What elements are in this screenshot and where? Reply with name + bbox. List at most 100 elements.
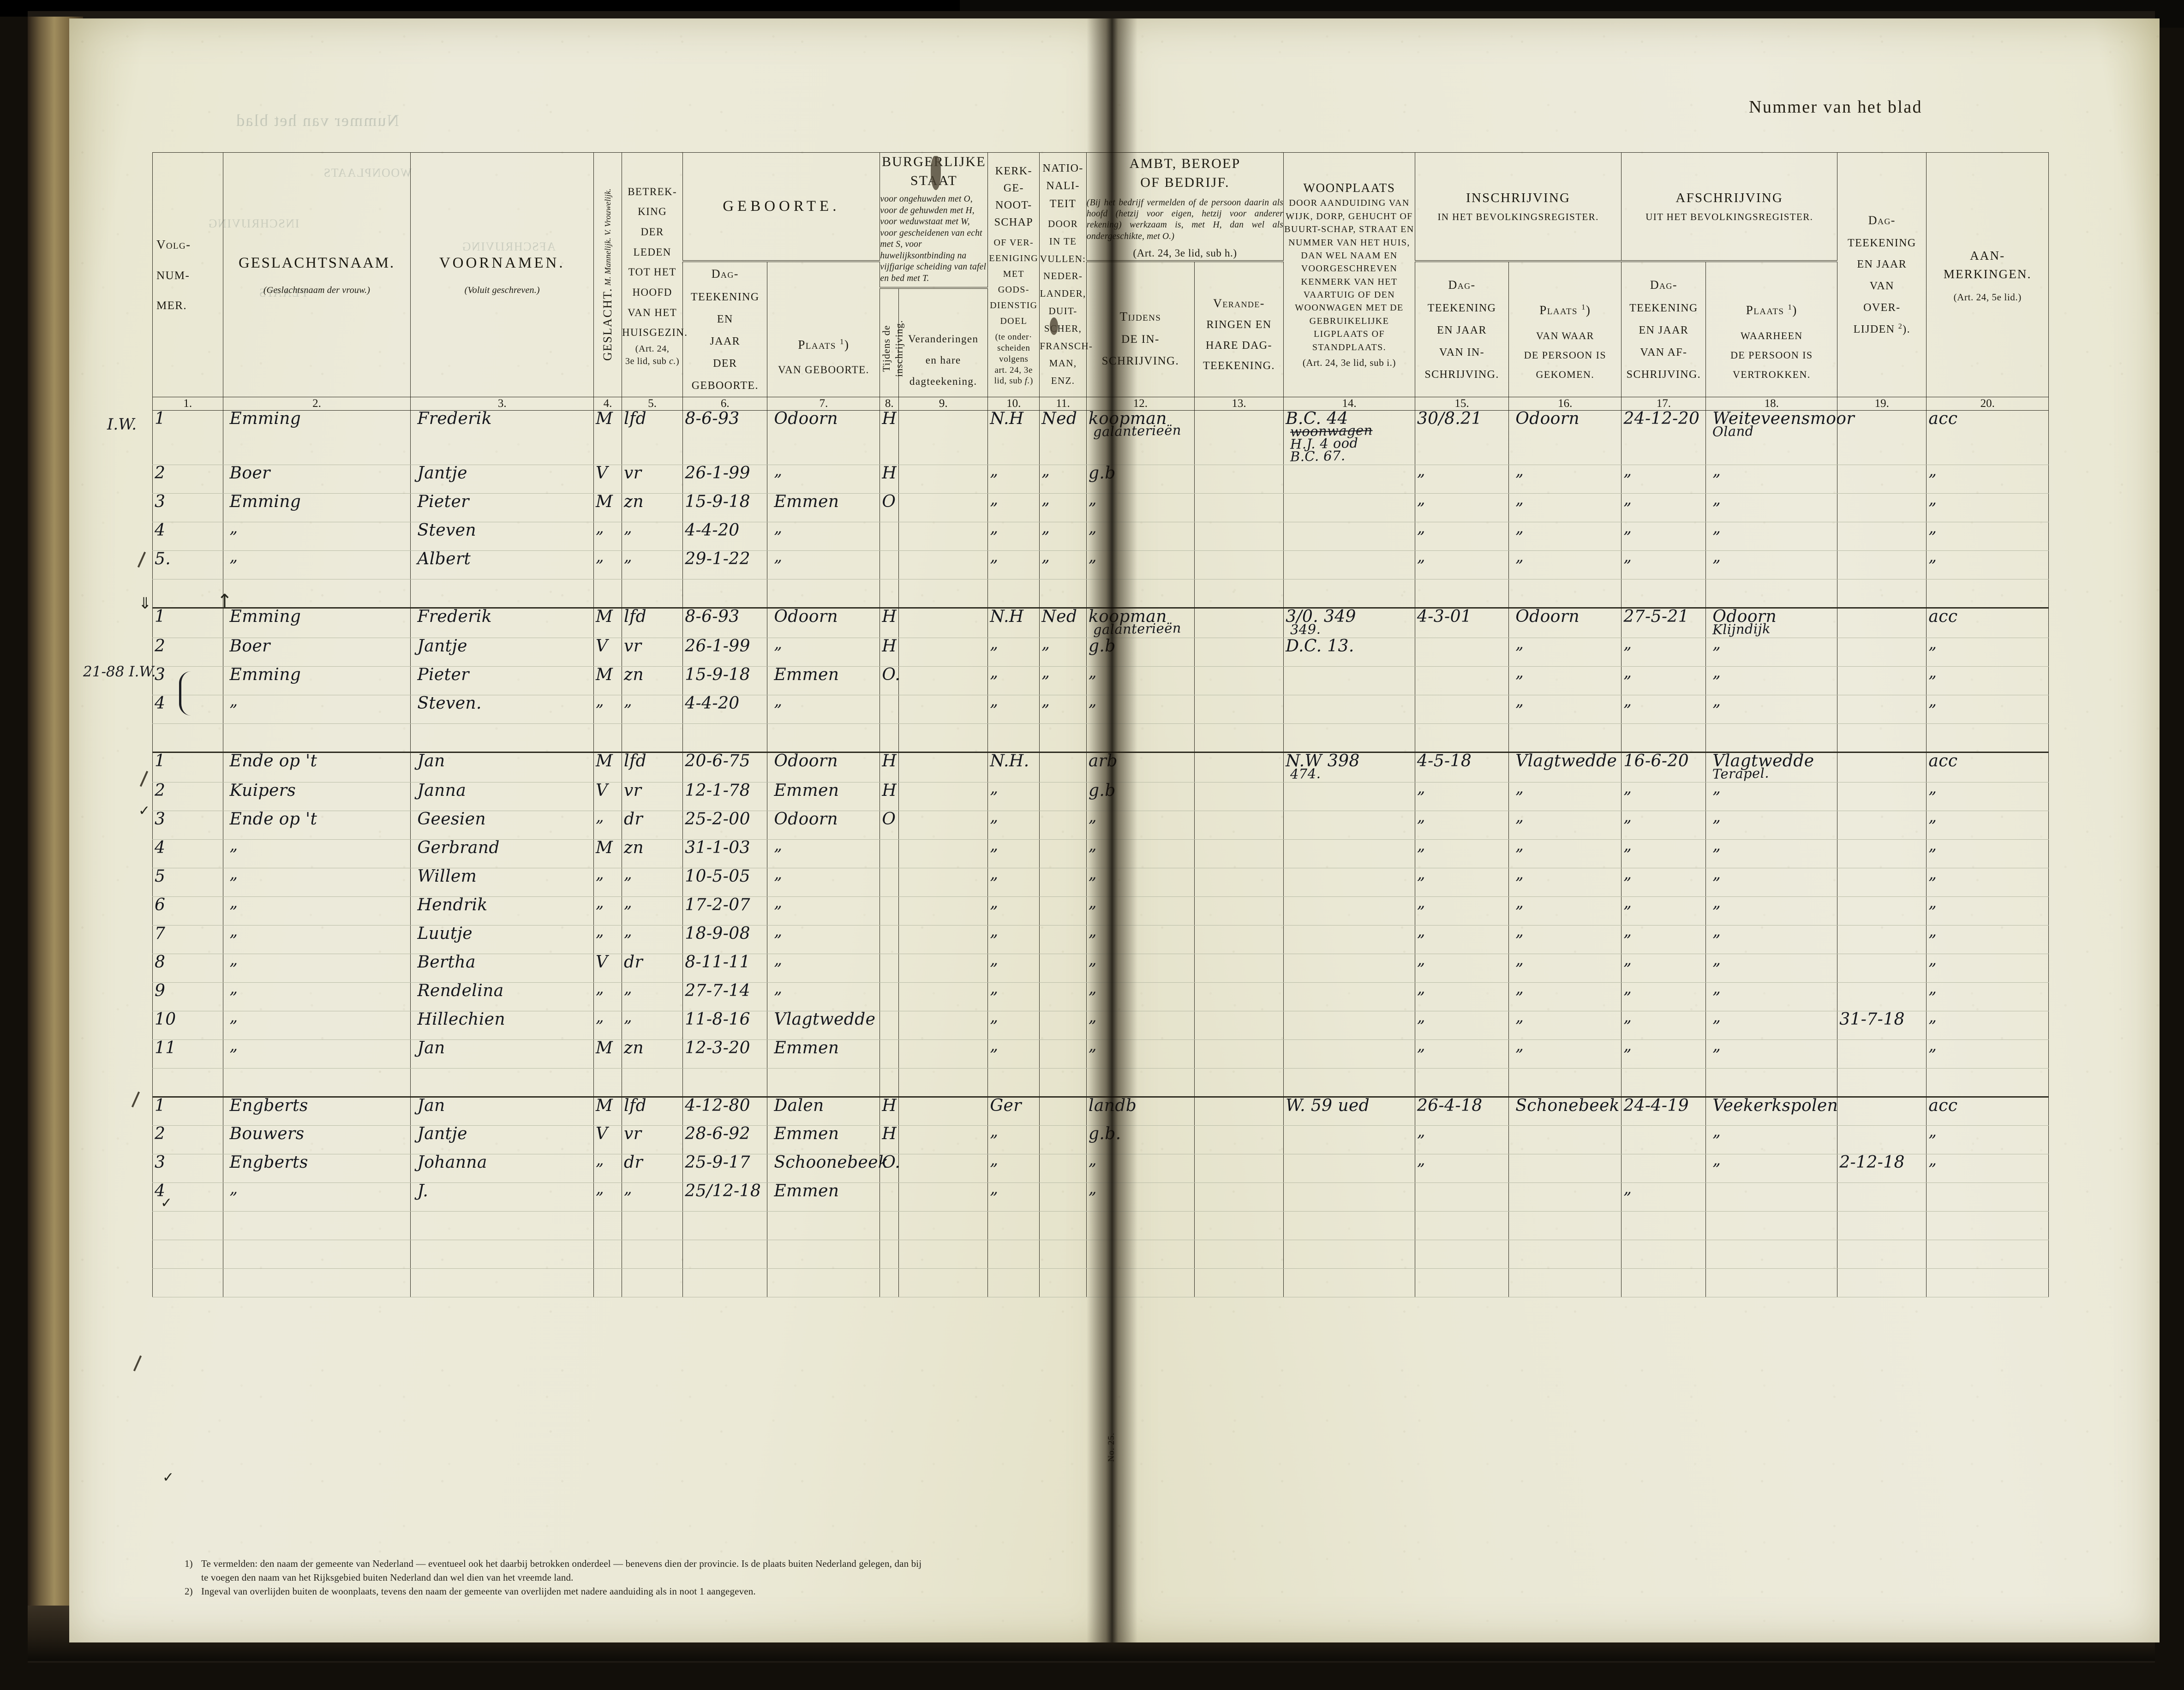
cell-afs_date[interactable]: „ [1621, 1036, 1706, 1069]
cell-nat[interactable] [1039, 896, 1087, 926]
cell-ins_date[interactable]: „ [1414, 922, 1509, 954]
cell-surname[interactable]: Kuipers [222, 781, 411, 811]
cell-empty[interactable] [1194, 723, 1284, 753]
table-row-blank[interactable] [152, 579, 2049, 609]
cell-occ_chg[interactable] [1194, 839, 1284, 868]
cell-occ[interactable]: „ [1086, 663, 1195, 695]
cell-empty[interactable] [1705, 1239, 1838, 1269]
cell-civil[interactable]: H [880, 409, 899, 465]
cell-church[interactable]: „ [987, 893, 1040, 926]
cell-occ[interactable]: „ [1086, 950, 1195, 983]
cell-afs_place[interactable]: „ [1705, 1122, 1838, 1154]
cell-given[interactable]: Janna [410, 781, 594, 811]
cell-church[interactable]: „ [987, 865, 1040, 897]
cell-bdate[interactable]: 31-1-03 [682, 838, 768, 868]
cell-empty[interactable] [682, 723, 768, 753]
cell-civil[interactable] [880, 521, 899, 551]
cell-bdate[interactable]: 25/12-18 [682, 1182, 768, 1212]
cell-empty[interactable] [1621, 1239, 1706, 1269]
cell-bplace[interactable]: „ [767, 519, 880, 551]
cell-ins_date[interactable]: „ [1414, 1151, 1509, 1183]
cell-ins_date[interactable]: „ [1414, 519, 1509, 551]
cell-afs_date[interactable]: „ [1621, 692, 1706, 724]
cell-afs_date[interactable] [1621, 1125, 1706, 1154]
cell-church[interactable]: „ [987, 461, 1040, 494]
cell-bplace[interactable]: „ [767, 865, 880, 897]
cell-address[interactable] [1283, 1039, 1415, 1069]
cell-note[interactable]: „ [1926, 807, 2049, 840]
cell-occ_chg[interactable] [1194, 1153, 1284, 1183]
cell-civil_chg[interactable] [898, 810, 988, 840]
table-row[interactable]: 4 „ Steven „ „ 4-4-20 „ „ „ „ „ „ „ „ „ [152, 519, 2049, 551]
cell-afs_date[interactable]: „ [1621, 461, 1706, 494]
cell-address[interactable] [1283, 867, 1415, 897]
cell-afs_place[interactable]: „ [1705, 779, 1838, 811]
cell-civil[interactable] [880, 694, 899, 724]
cell-address[interactable] [1283, 782, 1415, 811]
cell-note[interactable]: „ [1926, 893, 2049, 926]
cell-civil_chg[interactable] [898, 637, 988, 667]
cell-sex[interactable]: M [593, 492, 622, 522]
cell-address[interactable] [1283, 521, 1415, 551]
cell-address[interactable] [1283, 493, 1415, 522]
cell-afs_place[interactable]: „ [1705, 1036, 1838, 1069]
cell-bdate[interactable]: 18-9-08 [682, 924, 768, 954]
cell-empty[interactable] [1705, 579, 1838, 609]
cell-given[interactable]: Frederik [410, 409, 594, 465]
cell-death[interactable] [1837, 550, 1927, 579]
cell-surname[interactable]: „ [222, 893, 411, 926]
cell-bdate[interactable]: 8-11-11 [682, 953, 768, 983]
cell-bplace[interactable]: Dalen [767, 1096, 880, 1126]
cell-empty[interactable] [767, 1211, 880, 1240]
cell-church[interactable]: „ [987, 836, 1040, 868]
cell-bdate[interactable]: 8-6-93 [682, 409, 768, 465]
cell-bplace[interactable]: „ [767, 547, 880, 579]
cell-given[interactable]: Hendrik [410, 896, 594, 926]
cell-no[interactable]: 10 [152, 1010, 223, 1040]
cell-empty[interactable] [987, 1068, 1040, 1098]
cell-nat[interactable] [1039, 782, 1087, 811]
cell-empty[interactable] [1926, 1211, 2049, 1240]
cell-surname[interactable]: Ende op 't [222, 810, 411, 840]
cell-address[interactable]: W. 59 ued [1283, 1096, 1415, 1126]
cell-occ_chg[interactable] [1194, 953, 1284, 983]
cell-empty[interactable] [1508, 1068, 1622, 1098]
cell-death[interactable] [1837, 839, 1927, 868]
cell-sex[interactable]: „ [593, 865, 622, 897]
cell-civil_chg[interactable] [898, 521, 988, 551]
cell-death[interactable] [1837, 1125, 1927, 1154]
cell-rel[interactable]: „ [622, 979, 683, 1011]
cell-rel[interactable]: vr [622, 637, 683, 667]
cell-no[interactable]: 11 [152, 1039, 223, 1069]
cell-empty[interactable] [593, 1268, 622, 1297]
cell-sex[interactable]: „ [593, 547, 622, 579]
cell-ins_place[interactable]: „ [1508, 1036, 1622, 1069]
table-row-blank[interactable] [152, 723, 2049, 753]
cell-afs_place[interactable]: „ [1705, 1151, 1838, 1183]
cell-rel[interactable]: dr [622, 810, 683, 840]
cell-given[interactable]: Albert [410, 549, 594, 579]
cell-death[interactable] [1837, 953, 1927, 983]
cell-empty[interactable] [593, 1068, 622, 1098]
cell-empty[interactable] [410, 1268, 594, 1297]
cell-bdate[interactable]: 15-9-18 [682, 665, 768, 695]
cell-empty[interactable] [880, 1268, 899, 1297]
cell-civil[interactable] [880, 839, 899, 868]
cell-bplace[interactable]: „ [767, 692, 880, 724]
cell-ins_place[interactable]: „ [1508, 979, 1622, 1011]
cell-ins_place[interactable]: Odoorn [1508, 607, 1622, 638]
cell-empty[interactable] [1283, 1211, 1415, 1240]
cell-afs_date[interactable]: „ [1621, 979, 1706, 1011]
cell-ins_place[interactable]: „ [1508, 663, 1622, 695]
cell-occ[interactable]: „ [1086, 1036, 1195, 1069]
cell-empty[interactable] [898, 1268, 988, 1297]
cell-ins_date[interactable] [1414, 637, 1509, 667]
cell-occ[interactable]: g.b [1086, 781, 1195, 811]
cell-sex[interactable]: „ [593, 692, 622, 724]
cell-death[interactable] [1837, 867, 1927, 897]
cell-empty[interactable] [1039, 1268, 1087, 1297]
